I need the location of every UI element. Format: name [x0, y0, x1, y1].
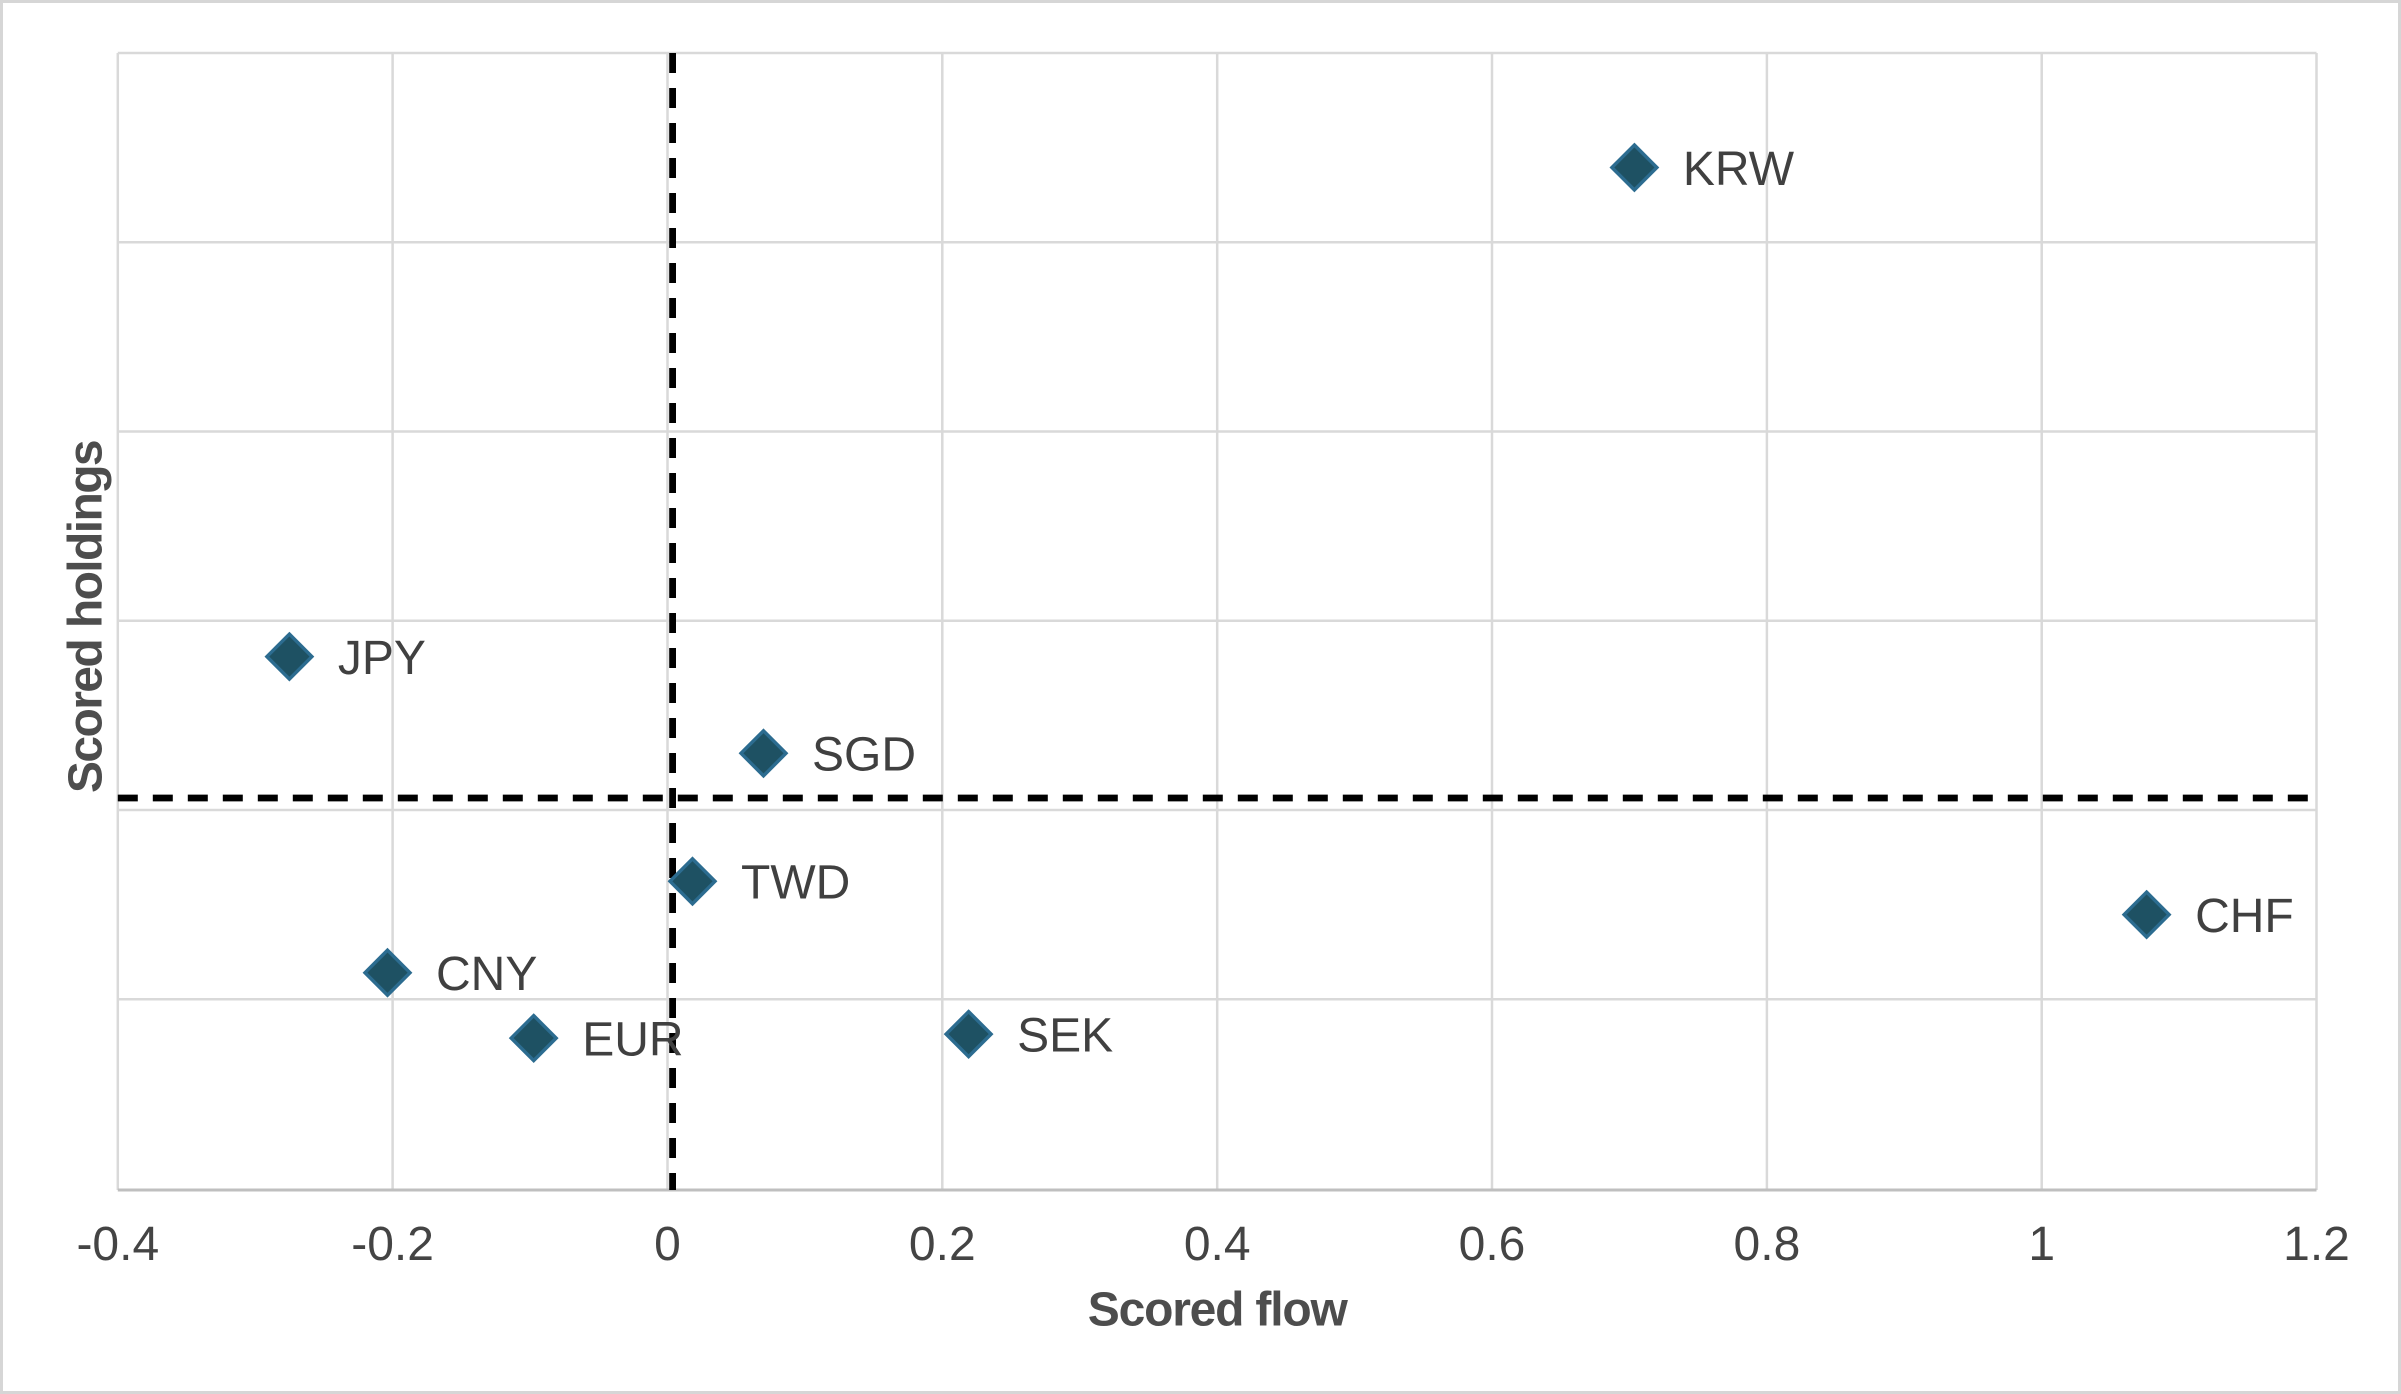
svg-text:CHF: CHF [2195, 890, 2294, 943]
svg-text:1: 1 [2028, 1218, 2055, 1271]
svg-text:KRW: KRW [1683, 143, 1795, 196]
svg-text:0.8: 0.8 [1734, 1218, 1801, 1271]
svg-text:Scored flow: Scored flow [1088, 1284, 1349, 1337]
svg-text:0.4: 0.4 [1184, 1218, 1251, 1271]
svg-text:-0.2: -0.2 [351, 1218, 434, 1271]
svg-text:JPY: JPY [338, 632, 426, 685]
svg-text:-0.4: -0.4 [76, 1218, 159, 1271]
svg-text:1.2: 1.2 [2283, 1218, 2350, 1271]
svg-text:TWD: TWD [741, 857, 850, 910]
svg-text:0.2: 0.2 [909, 1218, 976, 1271]
svg-text:SGD: SGD [812, 729, 916, 782]
svg-text:0.6: 0.6 [1459, 1218, 1526, 1271]
svg-text:0: 0 [654, 1218, 681, 1271]
svg-text:EUR: EUR [582, 1014, 683, 1067]
svg-text:CNY: CNY [436, 948, 537, 1001]
svg-text:SEK: SEK [1017, 1010, 1113, 1063]
svg-text:Scored holdings: Scored holdings [60, 441, 113, 793]
